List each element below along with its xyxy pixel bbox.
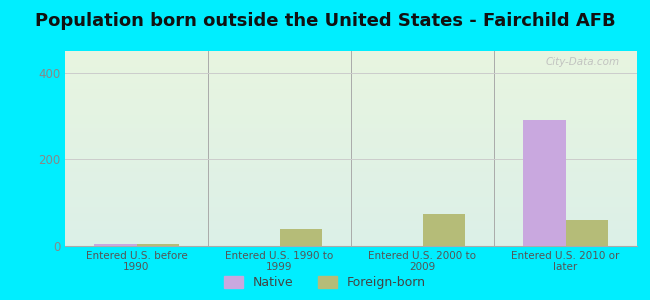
Legend: Native, Foreign-born: Native, Foreign-born — [219, 271, 431, 294]
Text: Population born outside the United States - Fairchild AFB: Population born outside the United State… — [34, 12, 616, 30]
Text: City-Data.com: City-Data.com — [546, 57, 620, 67]
Bar — [280, 229, 322, 246]
Bar — [136, 244, 179, 246]
Bar — [94, 244, 136, 246]
Bar — [422, 214, 465, 246]
Bar — [523, 120, 566, 246]
Bar — [566, 220, 608, 246]
